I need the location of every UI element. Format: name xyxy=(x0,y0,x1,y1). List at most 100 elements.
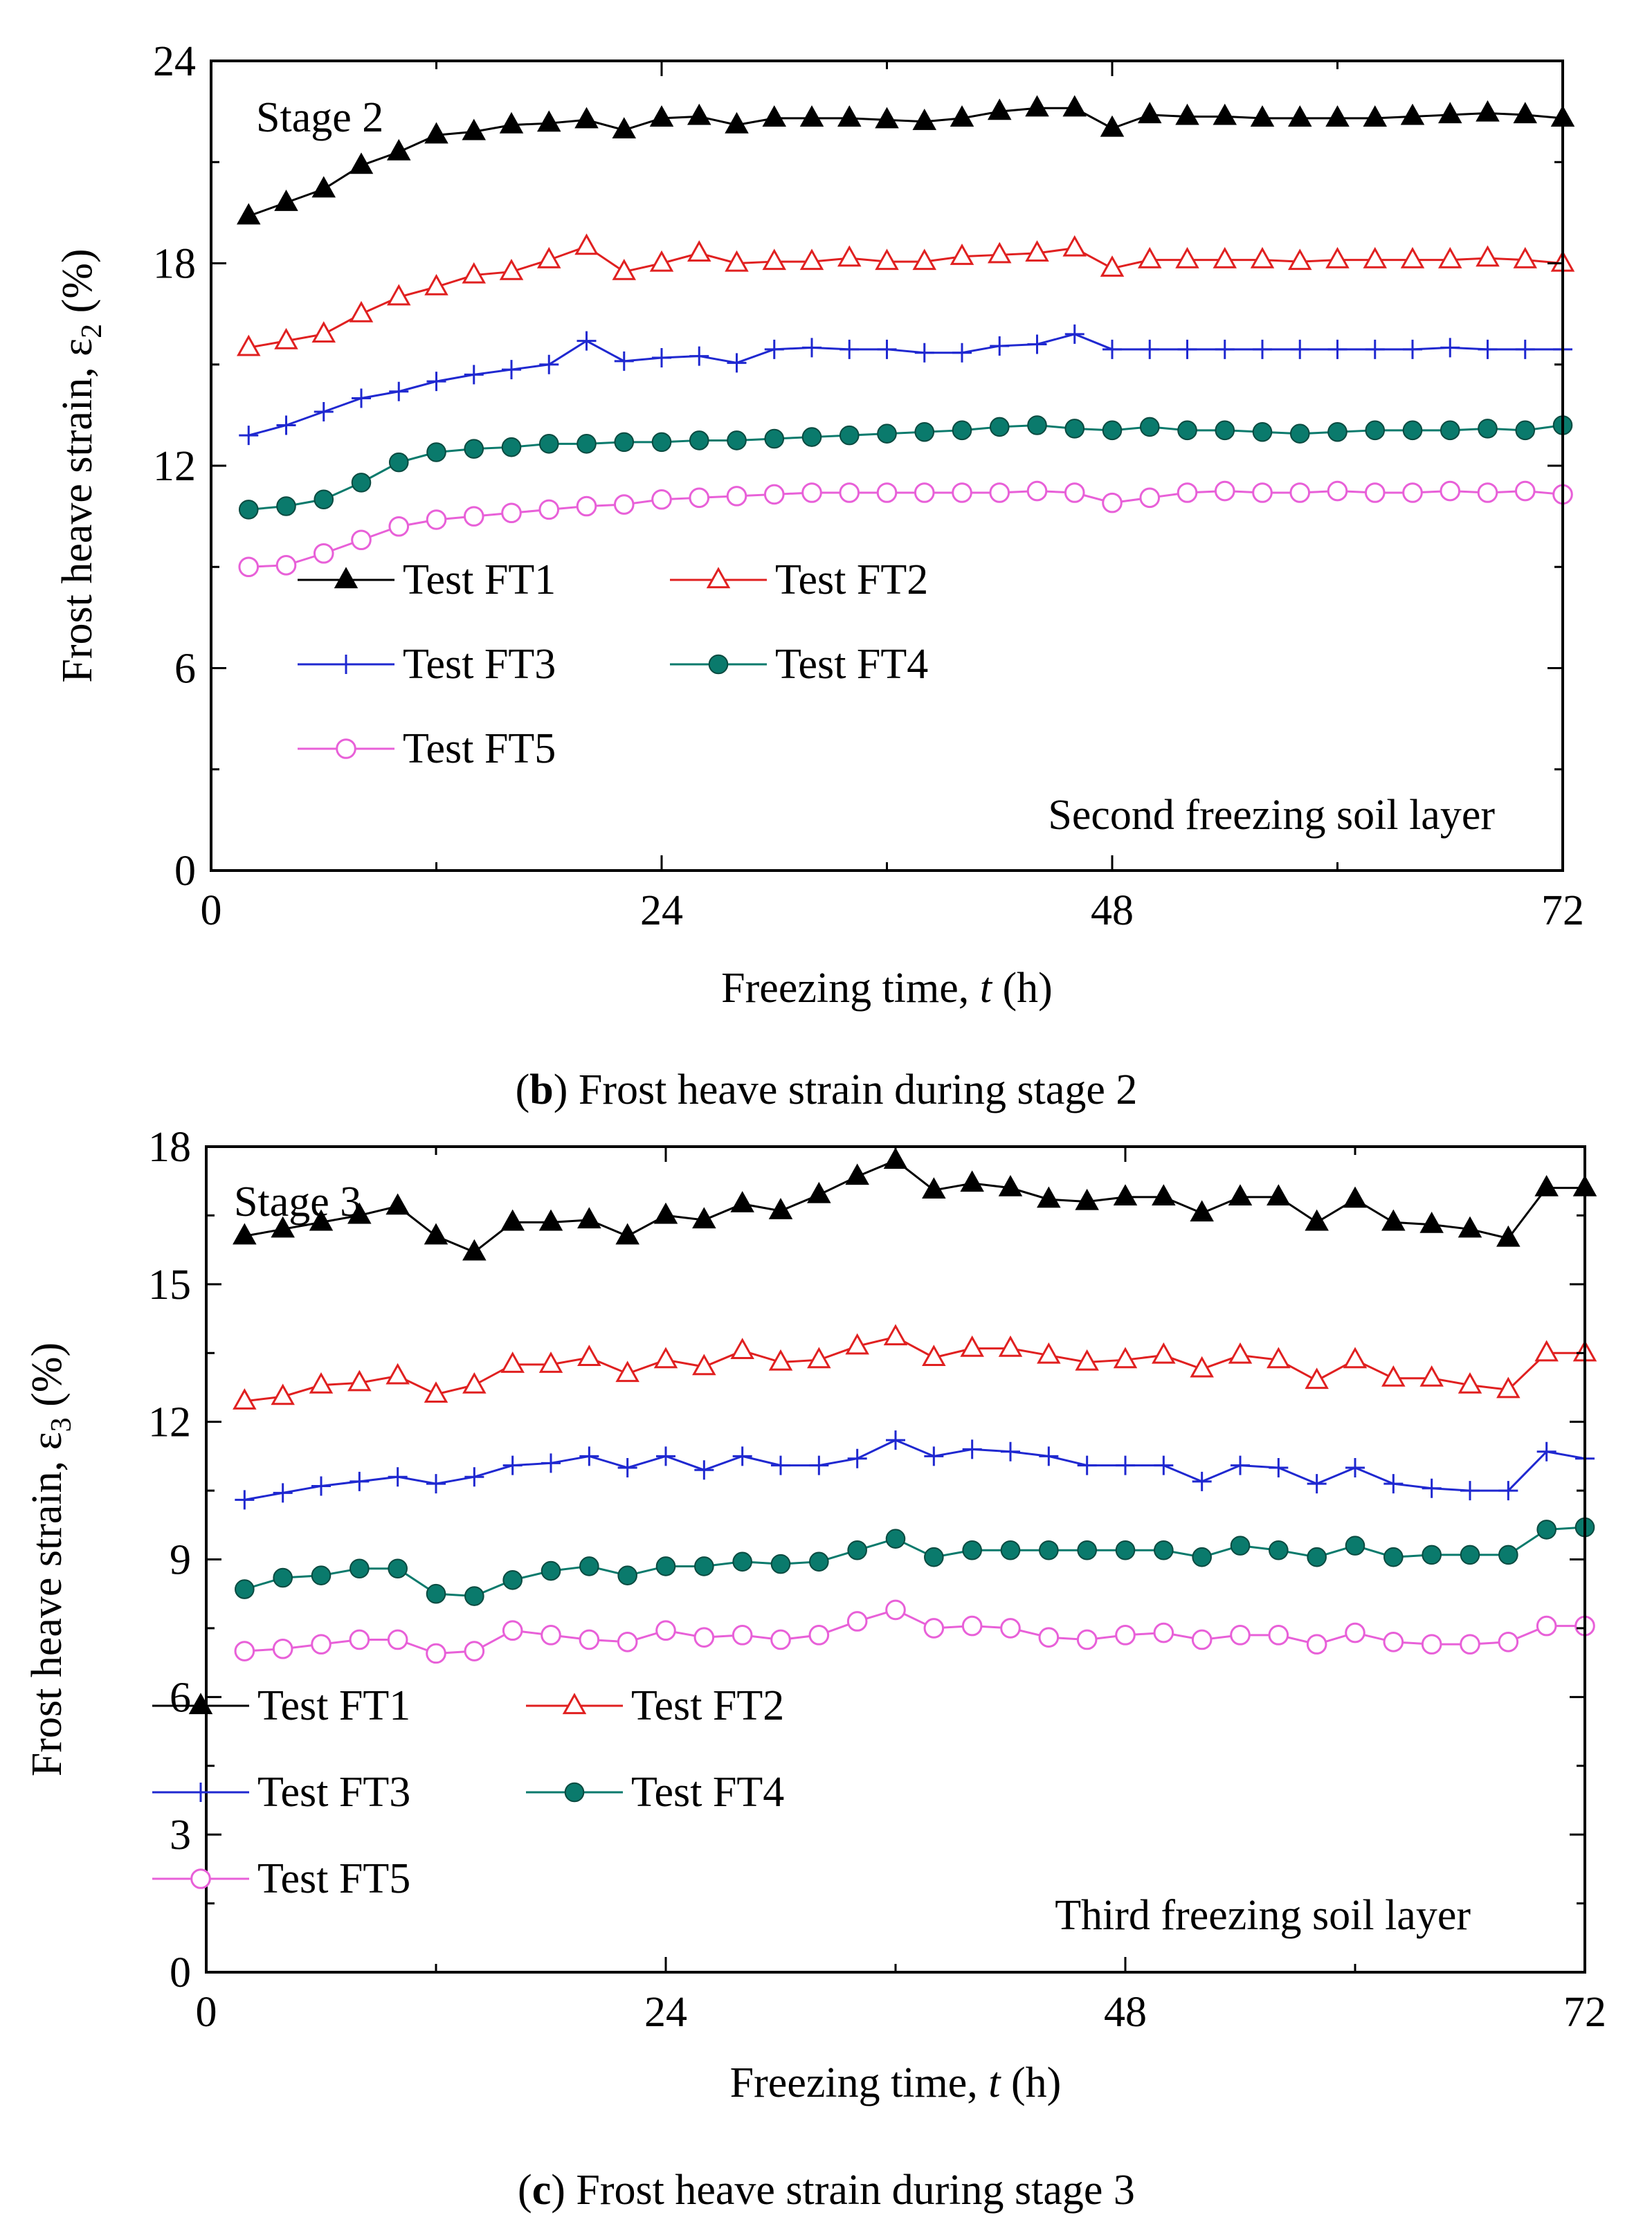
legend-entry: Test FT5 xyxy=(298,725,556,772)
data-point xyxy=(952,420,972,441)
series-test-ft1 xyxy=(236,95,1575,225)
x-axis-title-text-c: Freezing time, xyxy=(730,2059,989,2106)
y-tick-label: 24 xyxy=(153,38,196,85)
data-point xyxy=(914,421,935,442)
legend-marker xyxy=(336,655,356,674)
data-point xyxy=(732,1551,752,1572)
data-point xyxy=(1025,240,1049,262)
data-point xyxy=(801,427,822,447)
legend-label: Test FT1 xyxy=(257,1682,410,1729)
data-point xyxy=(1363,246,1388,268)
data-point xyxy=(502,360,521,380)
data-point xyxy=(1230,1536,1251,1556)
data-point xyxy=(732,1446,752,1466)
data-point xyxy=(1152,1342,1176,1364)
data-point xyxy=(577,331,597,351)
data-point xyxy=(1514,480,1536,502)
y-tick-label: 15 xyxy=(148,1262,191,1309)
data-point xyxy=(1175,246,1199,268)
data-point xyxy=(687,103,711,125)
data-point xyxy=(1400,103,1425,125)
data-point xyxy=(1039,1446,1059,1466)
layer-annotation-b: Second freezing soil layer xyxy=(1048,792,1495,839)
data-point xyxy=(694,1460,714,1480)
data-point xyxy=(998,1335,1023,1357)
data-point xyxy=(276,415,296,435)
x-axis-title-unit-c: (h) xyxy=(1001,2059,1062,2106)
data-point xyxy=(1191,1629,1213,1650)
y-tick-label: 18 xyxy=(148,1124,191,1171)
data-point xyxy=(574,107,599,129)
data-point xyxy=(837,245,862,267)
y-axis-title-b: Frost heave strain, ε2 (%) xyxy=(54,248,108,682)
data-point xyxy=(426,1583,446,1604)
plot-marks-b xyxy=(236,95,1575,578)
data-point xyxy=(1345,1457,1365,1477)
data-point xyxy=(649,250,674,272)
data-point xyxy=(464,1586,484,1606)
data-point xyxy=(239,426,259,446)
data-point xyxy=(1440,338,1460,358)
stage-label-c: Stage 3 xyxy=(234,1178,361,1226)
legend-entry: Test FT4 xyxy=(670,641,928,688)
data-point xyxy=(388,452,409,473)
data-point xyxy=(875,107,899,129)
data-point xyxy=(1496,1225,1521,1247)
data-point xyxy=(426,509,447,530)
data-point xyxy=(1536,1441,1556,1461)
data-point xyxy=(923,1618,945,1639)
data-point xyxy=(649,105,674,127)
data-point xyxy=(1139,487,1161,509)
data-point xyxy=(1515,339,1535,359)
data-point xyxy=(1364,482,1386,503)
data-point xyxy=(311,176,336,198)
data-point xyxy=(768,1349,793,1371)
data-point xyxy=(424,1381,448,1403)
data-point xyxy=(885,1529,906,1549)
data-point xyxy=(886,1430,905,1450)
caption-text-b: ) Frost heave strain during stage 2 xyxy=(554,1066,1138,1113)
data-point xyxy=(763,484,785,505)
data-point xyxy=(464,439,484,459)
data-point xyxy=(1458,1372,1482,1394)
data-point xyxy=(770,1554,791,1574)
data-point xyxy=(1064,482,1085,503)
x-tick-label: 48 xyxy=(1091,887,1134,934)
data-point xyxy=(771,1455,790,1475)
data-point xyxy=(1115,1540,1136,1560)
data-point xyxy=(952,482,972,503)
data-point xyxy=(689,346,709,366)
data-point xyxy=(1381,1209,1406,1231)
data-point xyxy=(1215,420,1235,441)
data-point xyxy=(839,425,860,446)
data-point xyxy=(1153,1622,1174,1643)
x-axis-title-text-b: Freezing time, xyxy=(721,965,980,1012)
data-point xyxy=(388,1558,408,1579)
caption-open-b: ( xyxy=(516,1066,530,1113)
chart-panel-b: 0 24 48 72 0 6 12 18 24 Stage 2 Second freezing … xyxy=(54,38,1584,1113)
series-test-ft2 xyxy=(236,233,1575,356)
data-point xyxy=(501,502,522,524)
data-point xyxy=(1534,1340,1559,1362)
x-axis-title-c: Freezing time, t (h) xyxy=(730,2059,1062,2106)
data-point xyxy=(388,1467,408,1487)
data-point xyxy=(1140,339,1160,359)
data-point xyxy=(612,117,637,139)
data-point xyxy=(539,354,559,374)
data-point xyxy=(1154,1455,1174,1475)
stage-label-b: Stage 2 xyxy=(256,94,383,141)
legend-marker xyxy=(706,567,731,589)
data-point xyxy=(883,1147,908,1169)
data-point xyxy=(1498,1481,1518,1501)
x-axis-title-var-c: t xyxy=(988,2059,1001,2106)
data-point xyxy=(464,1467,484,1487)
data-point xyxy=(349,300,374,322)
data-point xyxy=(764,339,784,359)
data-point xyxy=(273,1483,293,1503)
data-point xyxy=(802,338,822,358)
data-point xyxy=(960,1170,984,1192)
data-point xyxy=(238,556,260,578)
legend-entry: Test FT5 xyxy=(152,1855,410,1902)
data-point xyxy=(877,339,897,359)
data-point xyxy=(1100,255,1125,277)
